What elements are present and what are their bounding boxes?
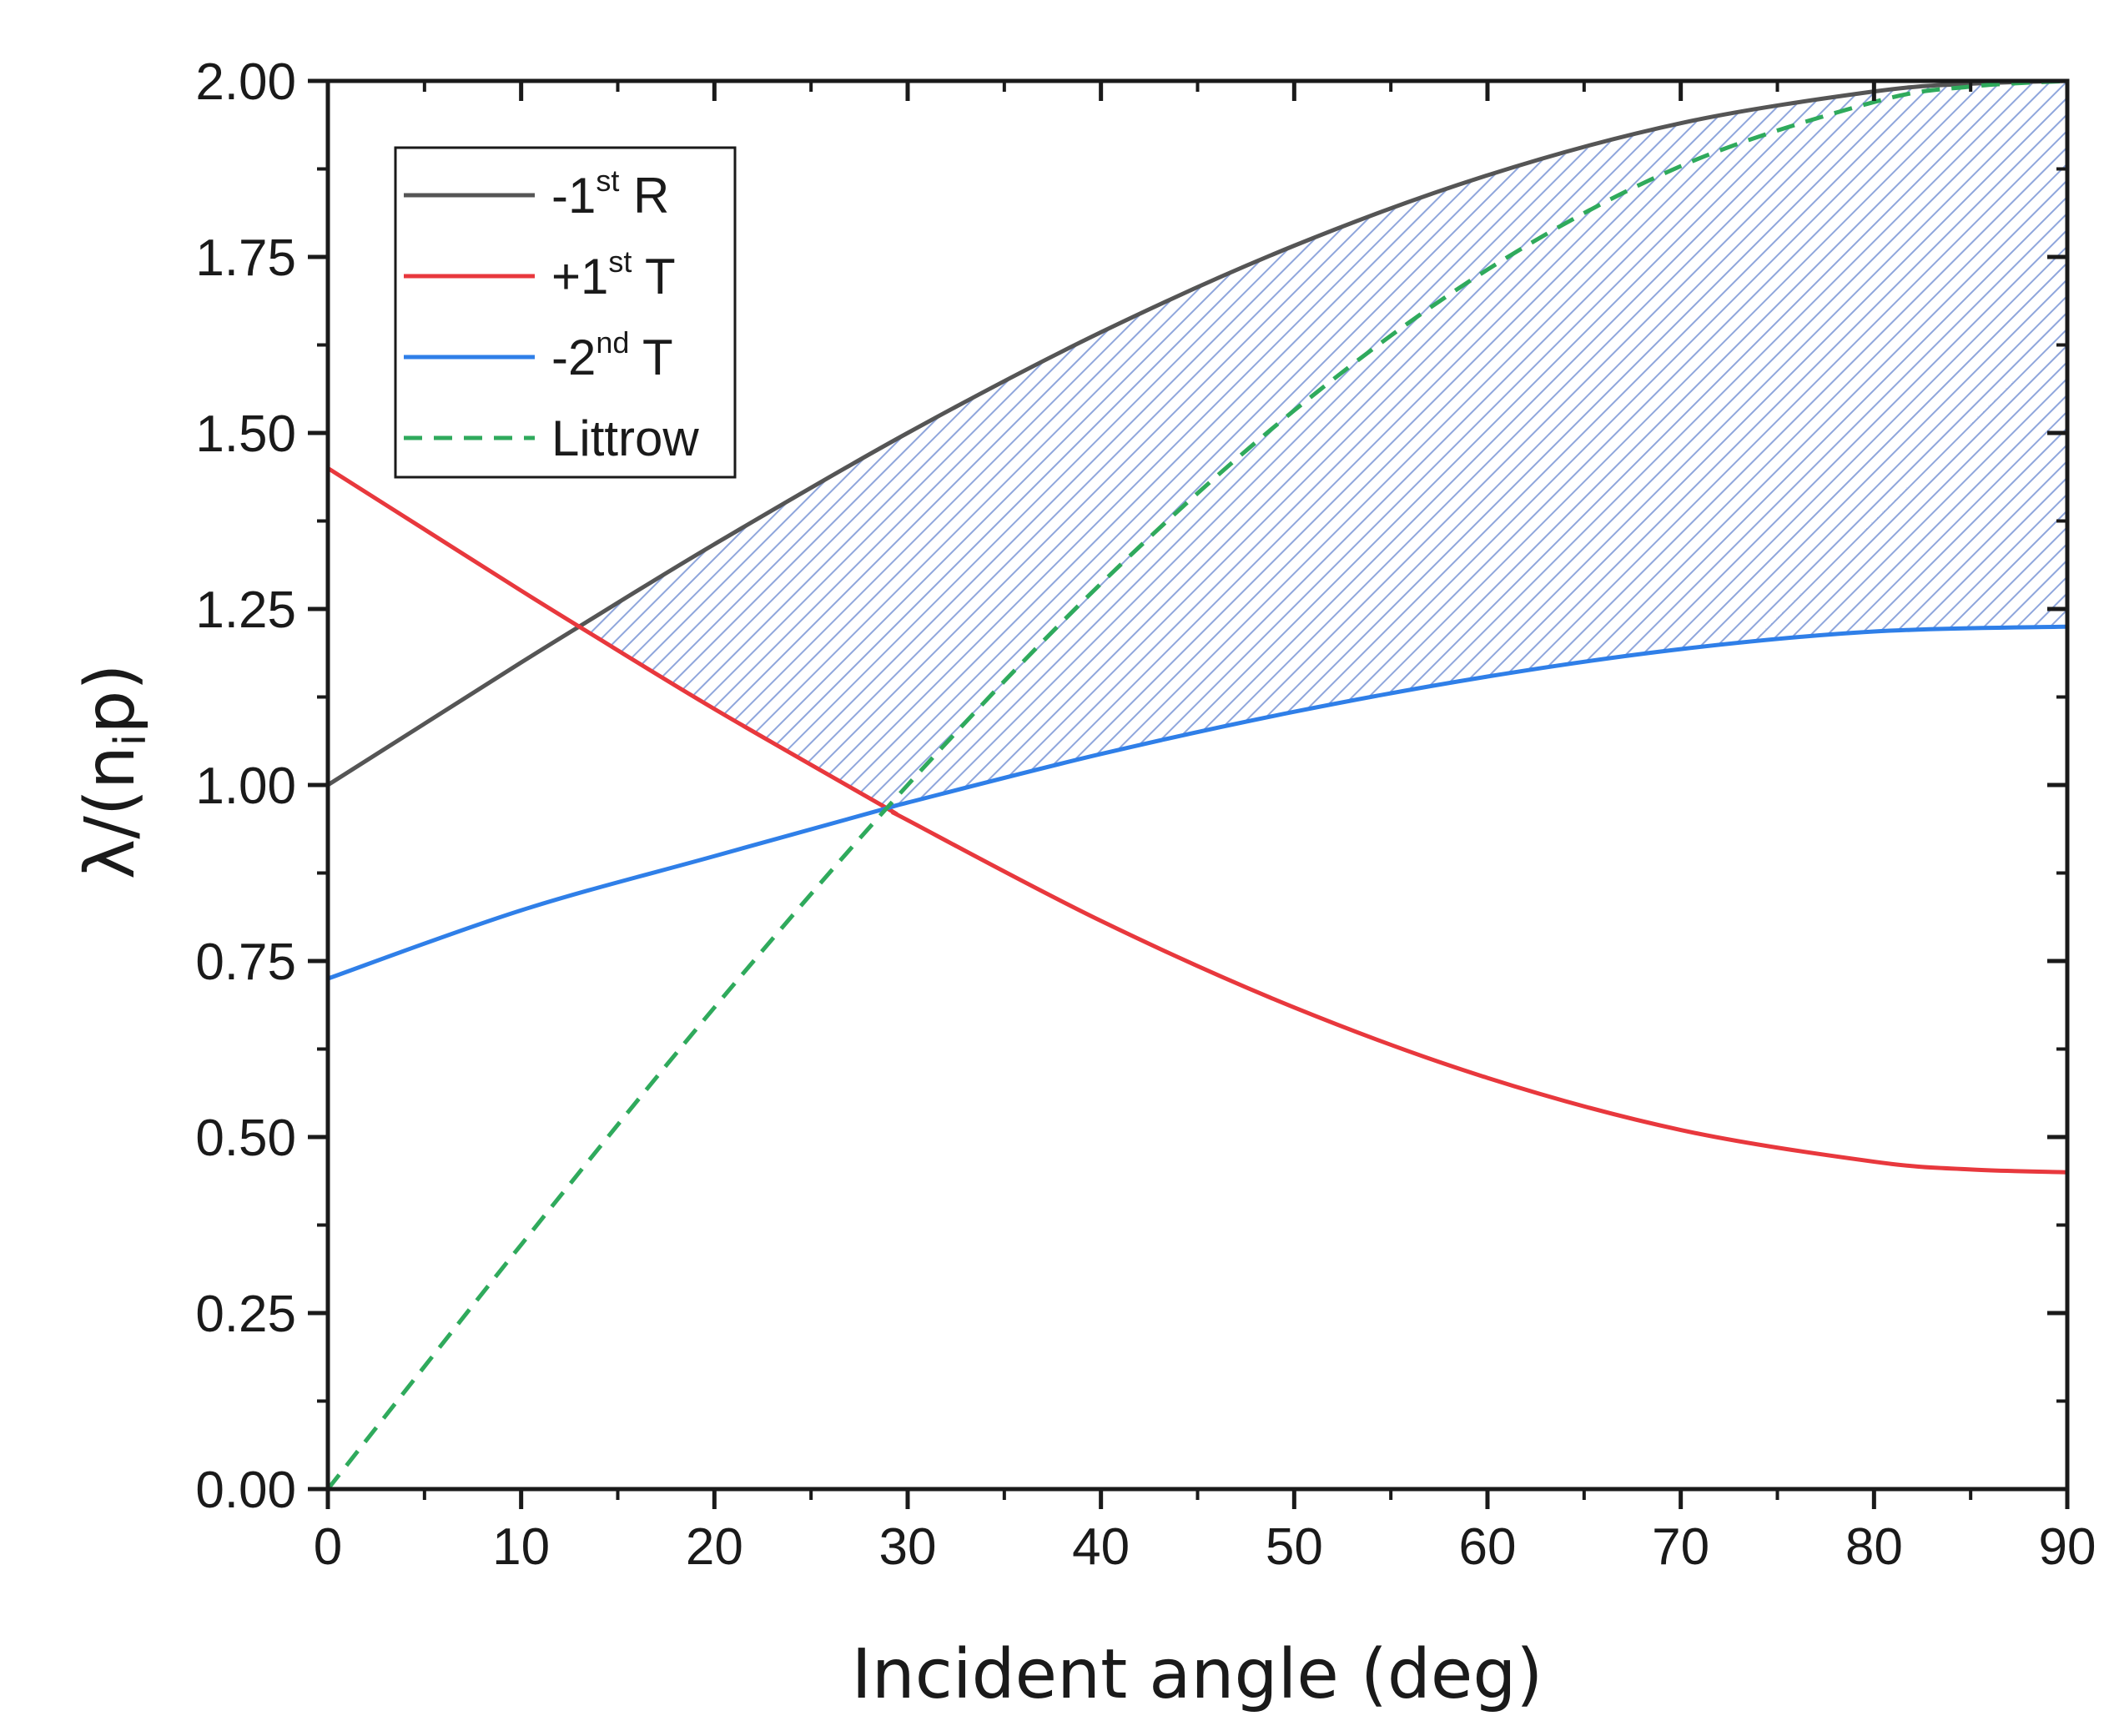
x-tick-label: 0 [314, 1518, 342, 1576]
x-tick-label: 50 [1266, 1518, 1323, 1576]
y-tick-label: 0.00 [195, 1462, 296, 1519]
legend-label-minus-1st-r: -1st R [551, 164, 669, 224]
legend-label-plus-1st-t: +1st T [551, 244, 676, 304]
y-axis-title-open: /(n [71, 746, 150, 839]
y-tick-label: 1.25 [195, 581, 296, 639]
x-tick-label: 10 [492, 1518, 550, 1576]
y-axis-title-sub: i [106, 734, 156, 746]
series-line-littrow [328, 81, 2067, 1489]
legend: -1st R +1st T -2nd T Littrow [394, 146, 737, 479]
x-tick-label: 80 [1845, 1518, 1903, 1576]
legend-label-littrow: Littrow [551, 410, 699, 466]
legend-entries: -1st R +1st T -2nd T Littrow [404, 164, 699, 466]
shaded-region [585, 81, 2067, 807]
series-line-minus-2nd-t [328, 624, 2067, 981]
x-tick-label: 40 [1072, 1518, 1130, 1576]
series-layer [328, 81, 2067, 1489]
y-axis-title-close: p) [71, 664, 150, 734]
x-tick-label: 20 [686, 1518, 743, 1576]
y-tick-label: 0.75 [195, 933, 296, 991]
legend-label-minus-2nd-t: -2nd T [551, 325, 673, 385]
legend-box [394, 146, 737, 479]
x-tick-label: 60 [1459, 1518, 1517, 1576]
x-axis-title: Incident angle (deg) [852, 1635, 1543, 1714]
shaded-region-fill [585, 81, 2067, 807]
series-line-minus-1st-r [328, 81, 2067, 787]
y-tick-label: 0.50 [195, 1110, 296, 1167]
x-tick-label: 30 [879, 1518, 937, 1576]
y-axis-title-lambda: λ [71, 839, 150, 880]
y-axis: 0.00 0.25 0.50 0.75 1.00 1.25 1.50 1.75 2.00 [195, 53, 2067, 1519]
x-tick-label: 90 [2039, 1518, 2096, 1576]
series-line-plus-1st-t [328, 466, 2067, 1175]
y-tick-label: 1.00 [195, 757, 296, 815]
y-tick-label: 0.25 [195, 1286, 296, 1343]
y-axis-title: λ/(nip) [71, 664, 156, 880]
x-tick-label: 70 [1652, 1518, 1709, 1576]
y-tick-label: 1.50 [195, 405, 296, 463]
y-tick-label: 2.00 [195, 53, 296, 111]
x-axis: 0 10 20 30 40 50 60 70 80 90 [314, 81, 2096, 1576]
y-tick-label: 1.75 [195, 229, 296, 287]
